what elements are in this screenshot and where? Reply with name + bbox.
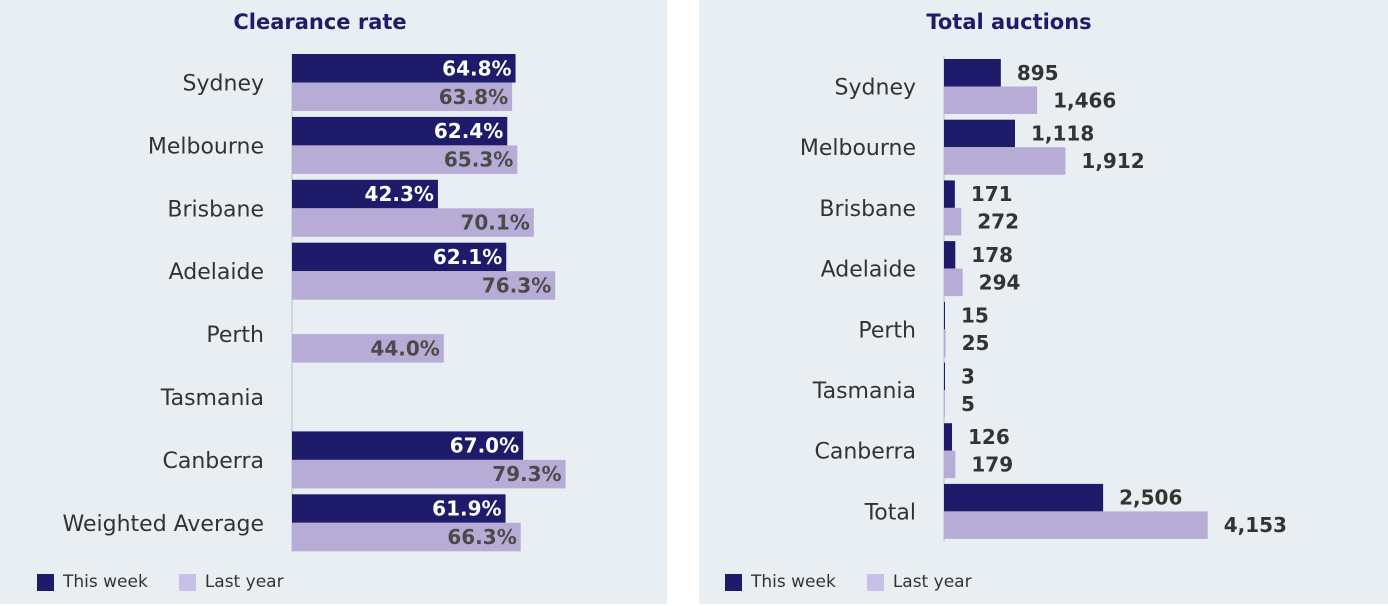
bar-this-week-total <box>944 483 1104 512</box>
value-label-last-year-perth: 25 <box>962 331 990 355</box>
value-label-this-week-brisbane: 171 <box>971 182 1013 206</box>
bar-last-year-tasmania <box>944 390 945 418</box>
value-label-last-year-brisbane: 272 <box>977 210 1019 234</box>
bar-this-week-sydney <box>944 59 1001 87</box>
value-label-last-year-sydney: 63.8% <box>439 85 508 109</box>
category-label-brisbane: Brisbane <box>819 197 916 222</box>
bar-last-year-weighted-average <box>292 522 521 552</box>
value-label-this-week-canberra: 67.0% <box>450 434 519 458</box>
value-label-last-year-weighted-average: 66.3% <box>447 525 516 549</box>
clearance-rate-title: Clearance rate <box>233 10 407 34</box>
legend-last-year-swatch <box>178 573 196 591</box>
legend-this-week-swatch <box>37 573 54 591</box>
bar-this-week-melbourne <box>292 116 508 146</box>
bar-this-week-adelaide <box>292 242 507 272</box>
bar-last-year-perth <box>292 334 444 363</box>
value-label-last-year-perth: 44.0% <box>370 336 439 360</box>
clearance-rate-chart: Sydney 64.8% 63.8% Melbourne 62.4% 65.3% Brisb… <box>63 54 566 552</box>
value-label-last-year-total: 4,153 <box>1224 513 1287 537</box>
value-label-this-week-total: 2,506 <box>1119 486 1182 510</box>
bar-last-year-brisbane <box>292 208 534 237</box>
bar-this-week-brisbane <box>944 180 955 208</box>
value-label-this-week-weighted-average: 61.9% <box>432 497 501 521</box>
category-label-canberra: Canberra <box>815 440 916 465</box>
bar-this-week-melbourne <box>944 119 1015 148</box>
category-label-tasmania: Tasmania <box>812 379 916 404</box>
category-label-perth: Perth <box>858 318 916 343</box>
value-label-last-year-adelaide: 76.3% <box>482 273 551 297</box>
category-label-canberra: Canberra <box>163 449 264 474</box>
value-label-this-week-canberra: 126 <box>968 425 1010 449</box>
bar-this-week-tasmania <box>944 362 945 390</box>
value-label-this-week-sydney: 895 <box>1017 61 1059 85</box>
legend-this-week-swatch <box>725 573 742 591</box>
value-label-this-week-adelaide: 62.1% <box>433 245 502 269</box>
category-label-sydney: Sydney <box>183 72 264 97</box>
legend-this-week-label: This week <box>63 572 148 592</box>
category-label-adelaide: Adelaide <box>821 258 916 283</box>
bar-this-week-perth <box>944 301 945 330</box>
category-label-sydney: Sydney <box>835 76 916 101</box>
legend-last-year: Last year <box>866 572 972 592</box>
bar-last-year-total <box>944 511 1208 539</box>
legend-last-year-swatch <box>866 573 884 591</box>
bar-this-week-canberra <box>944 423 953 451</box>
bar-last-year-adelaide <box>944 268 963 297</box>
bar-last-year-canberra <box>944 450 956 479</box>
bar-last-year-perth <box>944 329 946 357</box>
category-label-total: Total <box>864 500 916 525</box>
bar-last-year-sydney <box>944 86 1038 114</box>
value-label-this-week-melbourne: 1,118 <box>1031 121 1094 145</box>
bar-this-week-sydney <box>292 54 516 83</box>
legend-last-year: Last year <box>178 572 284 592</box>
legend-this-week: This week <box>37 572 148 592</box>
total-auctions-legend: This week Last year <box>725 572 1003 592</box>
bar-last-year-canberra <box>292 459 566 489</box>
legend-last-year-label: Last year <box>892 572 972 592</box>
value-label-last-year-melbourne: 65.3% <box>444 148 513 172</box>
value-label-last-year-adelaide: 294 <box>979 270 1021 294</box>
value-label-this-week-melbourne: 62.4% <box>434 119 503 143</box>
legend-this-week-label: This week <box>751 572 836 592</box>
bar-this-week-adelaide <box>944 241 956 269</box>
bar-this-week-brisbane <box>292 179 438 209</box>
bar-last-year-adelaide <box>292 271 556 300</box>
value-label-last-year-sydney: 1,466 <box>1053 88 1116 112</box>
bar-last-year-brisbane <box>944 207 962 236</box>
value-label-this-week-adelaide: 178 <box>971 243 1013 267</box>
value-label-this-week-tasmania: 3 <box>961 364 975 388</box>
bar-last-year-melbourne <box>292 145 518 174</box>
bar-this-week-canberra <box>292 431 524 460</box>
legend-last-year-label: Last year <box>204 572 284 592</box>
category-label-brisbane: Brisbane <box>167 197 264 222</box>
total-auctions-panel: Total auctions Sydney 895 1,466 Melbourne 1,… <box>699 0 1388 604</box>
category-label-tasmania: Tasmania <box>160 386 264 411</box>
total-auctions-title: Total auctions <box>926 10 1092 34</box>
legend-this-week: This week <box>725 572 836 592</box>
bar-last-year-sydney <box>292 82 513 111</box>
value-label-last-year-canberra: 79.3% <box>492 462 561 486</box>
clearance-rate-panel: Clearance rate Sydney 64.8% 63.8% Melbourne… <box>0 0 667 604</box>
clearance-rate-legend: This week Last year <box>37 572 315 592</box>
value-label-last-year-brisbane: 70.1% <box>460 211 529 235</box>
value-label-this-week-perth: 15 <box>961 304 989 328</box>
category-label-adelaide: Adelaide <box>169 260 264 285</box>
category-label-perth: Perth <box>206 323 264 348</box>
bar-this-week-weighted-average <box>292 494 506 523</box>
value-label-last-year-melbourne: 1,912 <box>1081 149 1144 173</box>
value-label-last-year-tasmania: 5 <box>961 392 975 416</box>
category-label-weighted-average: Weighted Average <box>63 512 264 537</box>
category-label-melbourne: Melbourne <box>800 136 916 161</box>
value-label-this-week-sydney: 64.8% <box>442 56 511 80</box>
value-label-last-year-canberra: 179 <box>971 452 1013 476</box>
category-label-melbourne: Melbourne <box>148 134 264 159</box>
value-label-this-week-brisbane: 42.3% <box>365 182 434 206</box>
bar-last-year-melbourne <box>944 147 1066 175</box>
total-auctions-chart: Sydney 895 1,466 Melbourne 1,118 1,912 Brisban… <box>800 56 1287 542</box>
